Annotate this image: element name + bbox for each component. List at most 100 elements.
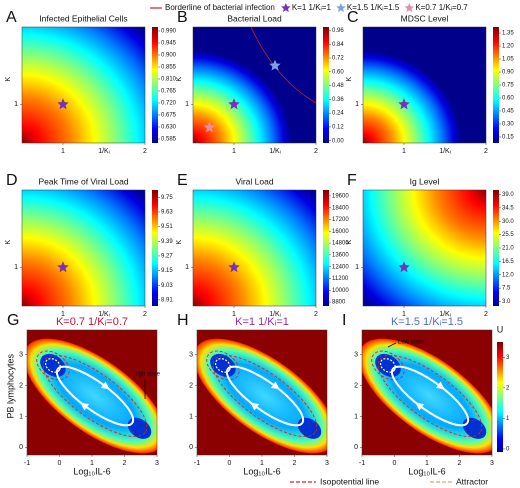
- x-tick-label: 0: [228, 460, 232, 467]
- colorbar-tick-label: 0.945: [161, 41, 177, 47]
- x-tick-label: -1: [359, 460, 365, 467]
- trajectory-arrow: [435, 381, 445, 390]
- parameter-star: [57, 98, 69, 110]
- x-tick-label: 0: [58, 460, 62, 467]
- colorbar-tick-label: 0.72: [332, 56, 344, 62]
- x-tick-label: 1: [61, 311, 65, 318]
- colorbar-tick-label: 1.35: [502, 31, 514, 37]
- heatmap: [363, 27, 486, 143]
- y-tick-label: 3: [354, 352, 358, 359]
- colorbar-tick-label: 10000: [332, 288, 349, 294]
- x-axis-label: 1/Kᵢ: [439, 148, 451, 155]
- colorbar: [152, 27, 158, 143]
- heatmap: [363, 190, 486, 306]
- colorbar-tick-label: 0.990: [161, 29, 177, 35]
- plot-frame: [21, 189, 146, 307]
- heatmap: [22, 190, 145, 306]
- colorbar: [493, 190, 499, 306]
- colorbar-tick-label: 0.60: [332, 69, 344, 75]
- legend-marker: [281, 3, 291, 12]
- y-axis-label: PB lymphocytes: [5, 353, 15, 418]
- y-axis-label: K: [176, 240, 183, 245]
- y-axis-label: K: [346, 240, 353, 245]
- colorbar-tick-label: 1.05: [502, 57, 514, 63]
- y-tick-label: 3: [189, 352, 193, 359]
- colorbar-tick-label: 1: [506, 416, 510, 422]
- legend-label: K=1 1/Kᵢ=1: [292, 3, 332, 12]
- colorbar-tick-label: 3: [506, 355, 510, 361]
- x-axis-label: 1/Kᵢ: [269, 148, 281, 155]
- x-tick-label: 3: [325, 460, 329, 467]
- y-axis-label: K: [5, 240, 12, 245]
- x-tick-label: 1: [61, 148, 65, 155]
- colorbar-tick-label: 0: [506, 447, 510, 453]
- colorbar-tick-label: 0.765: [161, 89, 177, 95]
- heatmap: [22, 27, 145, 143]
- x-tick-label: 2: [293, 460, 297, 467]
- x-tick-label: 1: [260, 460, 264, 467]
- x-tick-label: 3: [490, 460, 494, 467]
- colorbar-tick-label: 9.63: [161, 210, 173, 216]
- colorbar-tick-label: 0.60: [502, 96, 514, 102]
- panel-label: F: [347, 172, 357, 189]
- x-tick-label: 2: [143, 311, 147, 318]
- colorbar-tick-label: 0.30: [502, 122, 514, 128]
- colorbar-tick-label: 9.15: [161, 268, 173, 274]
- colorbar-tick-label: 8.91: [161, 297, 173, 303]
- colorbar: [323, 27, 329, 143]
- x-tick-label: 1: [425, 460, 429, 467]
- colorbar-tick-label: 0.720: [161, 101, 177, 107]
- x-axis-label: Log₁₀IL-6: [243, 466, 280, 476]
- basin: [362, 338, 492, 454]
- colorbar-tick-label: 14800: [332, 241, 349, 247]
- panel-label: G: [7, 312, 19, 329]
- trajectory-arrow: [100, 381, 110, 390]
- colorbar: [497, 342, 503, 452]
- trajectory-arrow: [80, 402, 90, 411]
- panel-title: Peak Time of Viral Load: [38, 176, 128, 186]
- y-tick-label: 0: [19, 444, 23, 451]
- x-tick-label: -1: [24, 460, 30, 467]
- colorbar-tick-label: 0.12: [332, 124, 344, 130]
- colorbar-tick-label: 13600: [332, 252, 349, 258]
- basin: [197, 338, 327, 454]
- landscape: [197, 330, 327, 455]
- parameter-star: [203, 121, 216, 133]
- colorbar-tick-label: 0.96: [332, 28, 344, 34]
- colorbar-tick-label: 1.20: [502, 44, 514, 50]
- attractor: [214, 358, 231, 373]
- colorbar-tick-label: 8800: [332, 300, 346, 306]
- attractor-well: [375, 353, 401, 377]
- landscape: [27, 330, 157, 455]
- x-tick-label: 1: [402, 311, 406, 318]
- y-tick-label: 1: [14, 101, 18, 108]
- x-tick-label: 2: [484, 311, 488, 318]
- colorbar-tick-label: 25.5: [502, 232, 514, 238]
- y-tick-label: 1: [355, 264, 359, 271]
- colorbar-tick-label: 3.0: [502, 299, 511, 305]
- parameter-star: [398, 261, 410, 273]
- colorbar-tick-label: 0.585: [161, 137, 177, 143]
- attractor-well: [40, 353, 66, 377]
- colorbar-tick-label: 16000: [332, 229, 349, 235]
- x-axis-label: 1/Kᵢ: [98, 148, 110, 155]
- panel-label: B: [177, 9, 188, 26]
- attractor-well: [210, 353, 236, 377]
- colorbar-tick-label: 0.75: [502, 83, 514, 89]
- landscape: [362, 330, 492, 455]
- colorbar-tick-label: 9.27: [161, 254, 173, 260]
- x-tick-label: 2: [484, 148, 488, 155]
- x-tick-label: -1: [194, 460, 200, 467]
- parameter-star: [228, 261, 240, 273]
- y-tick-label: 1: [189, 413, 193, 420]
- colorbar-tick-label: 17200: [332, 217, 349, 223]
- panel-label: D: [6, 172, 18, 189]
- y-axis-label: K: [346, 77, 353, 82]
- colorbar-tick-label: 7.5: [502, 286, 511, 292]
- attractor: [379, 358, 396, 373]
- colorbar-tick-label: 2: [506, 385, 510, 391]
- x-axis-label: Log₁₀IL-6: [408, 466, 445, 476]
- colorbar-tick-label: 19600: [332, 193, 349, 199]
- panel-label: E: [177, 172, 188, 189]
